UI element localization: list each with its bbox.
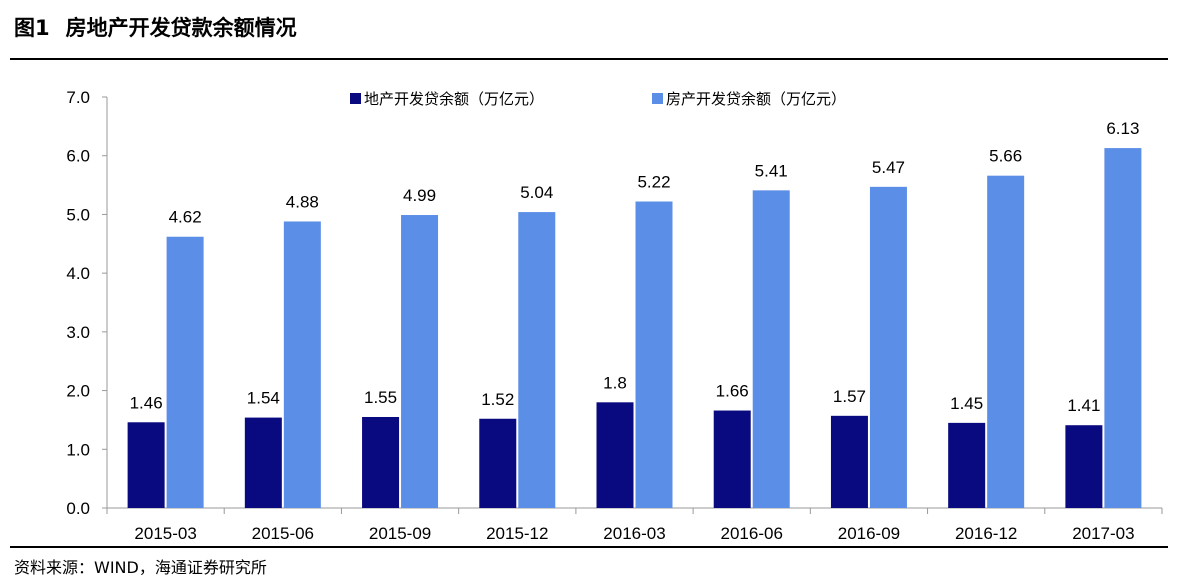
bar-property-dev-loan — [635, 201, 673, 509]
bars: 1.46 4.62 1.54 4.88 1.55 4.99 1.52 5.04 1.8 5.22 1… — [127, 119, 1142, 509]
figure-title: 图1 房地产开发贷款余额情况 — [14, 12, 297, 42]
figure-number: 图1 — [14, 16, 50, 40]
data-label: 4.99 — [403, 186, 436, 205]
bar-land-dev-loan — [830, 415, 868, 508]
legend-label: 地产开发贷余额（万亿元） — [364, 90, 544, 108]
x-tick-label: 2016-06 — [721, 524, 783, 543]
data-label: 1.8 — [603, 373, 627, 392]
data-label: 5.22 — [637, 173, 670, 192]
data-label: 1.45 — [950, 394, 983, 413]
y-tick-label: 1.0 — [66, 440, 90, 459]
data-label: 6.13 — [1106, 119, 1139, 138]
x-tick-label: 2015-09 — [369, 524, 431, 543]
y-tick-label: 0.0 — [66, 499, 90, 518]
data-label: 1.52 — [481, 390, 514, 409]
data-label: 5.66 — [989, 147, 1022, 166]
bar-property-dev-loan — [518, 212, 556, 508]
legend: 地产开发贷余额（万亿元） 房产开发贷余额（万亿元） — [350, 90, 846, 108]
data-label: 1.55 — [364, 388, 397, 407]
y-tick-label: 5.0 — [66, 205, 90, 224]
y-tick-label: 7.0 — [66, 88, 90, 107]
data-label: 4.88 — [286, 192, 319, 211]
y-tick-label: 3.0 — [66, 323, 90, 342]
bar-land-dev-loan — [127, 422, 165, 508]
data-label: 4.62 — [169, 208, 202, 227]
source-note: 资料来源：WIND，海通证券研究所 — [14, 558, 267, 577]
data-label: 1.66 — [716, 382, 749, 401]
x-axis: 2015-03 2015-06 2015-09 2015-12 2016-03 2016-… — [106, 507, 1163, 543]
x-tick-label: 2016-03 — [603, 524, 665, 543]
legend-label: 房产开发贷余额（万亿元） — [666, 90, 846, 108]
bar-property-dev-loan — [401, 215, 439, 508]
bar-land-dev-loan — [479, 418, 517, 508]
data-label: 5.47 — [872, 158, 905, 177]
figure-title-text: 房地产开发贷款余额情况 — [65, 16, 297, 40]
bar-land-dev-loan — [244, 417, 282, 508]
bar-land-dev-loan — [713, 410, 751, 508]
top-rule — [10, 58, 1168, 60]
bottom-rule — [10, 546, 1168, 548]
bar-land-dev-loan — [948, 422, 986, 508]
x-tick-label: 2015-03 — [134, 524, 196, 543]
data-label: 5.41 — [755, 161, 788, 180]
x-tick-label: 2015-12 — [486, 524, 548, 543]
y-tick-label: 2.0 — [66, 382, 90, 401]
x-tick-label: 2016-09 — [838, 524, 900, 543]
data-label: 1.54 — [247, 389, 280, 408]
bar-property-dev-loan — [752, 190, 790, 508]
bar-chart: 0.01.02.03.04.05.06.07.0 2015-03 2015-06 2… — [66, 88, 1163, 543]
x-tick-label: 2015-06 — [252, 524, 314, 543]
y-tick-label: 6.0 — [66, 147, 90, 166]
x-tick-label: 2016-12 — [955, 524, 1017, 543]
bar-land-dev-loan — [1065, 425, 1103, 508]
bar-property-dev-loan — [1104, 148, 1142, 508]
bar-land-dev-loan — [596, 402, 634, 508]
bar-property-dev-loan — [283, 221, 321, 508]
data-label: 1.46 — [130, 393, 163, 412]
data-label: 1.57 — [833, 387, 866, 406]
legend-swatch — [652, 93, 663, 104]
bar-property-dev-loan — [987, 175, 1025, 509]
bar-property-dev-loan — [869, 186, 907, 508]
x-tick-label: 2017-03 — [1072, 524, 1134, 543]
bar-land-dev-loan — [362, 416, 400, 508]
bar-property-dev-loan — [166, 236, 204, 509]
data-label: 5.04 — [520, 183, 553, 202]
data-label: 1.41 — [1067, 396, 1100, 415]
legend-swatch — [350, 93, 361, 104]
y-tick-label: 4.0 — [66, 264, 90, 283]
y-axis: 0.0 1.0 2.0 3.0 4.0 5.0 6.0 7.0 — [66, 88, 108, 518]
